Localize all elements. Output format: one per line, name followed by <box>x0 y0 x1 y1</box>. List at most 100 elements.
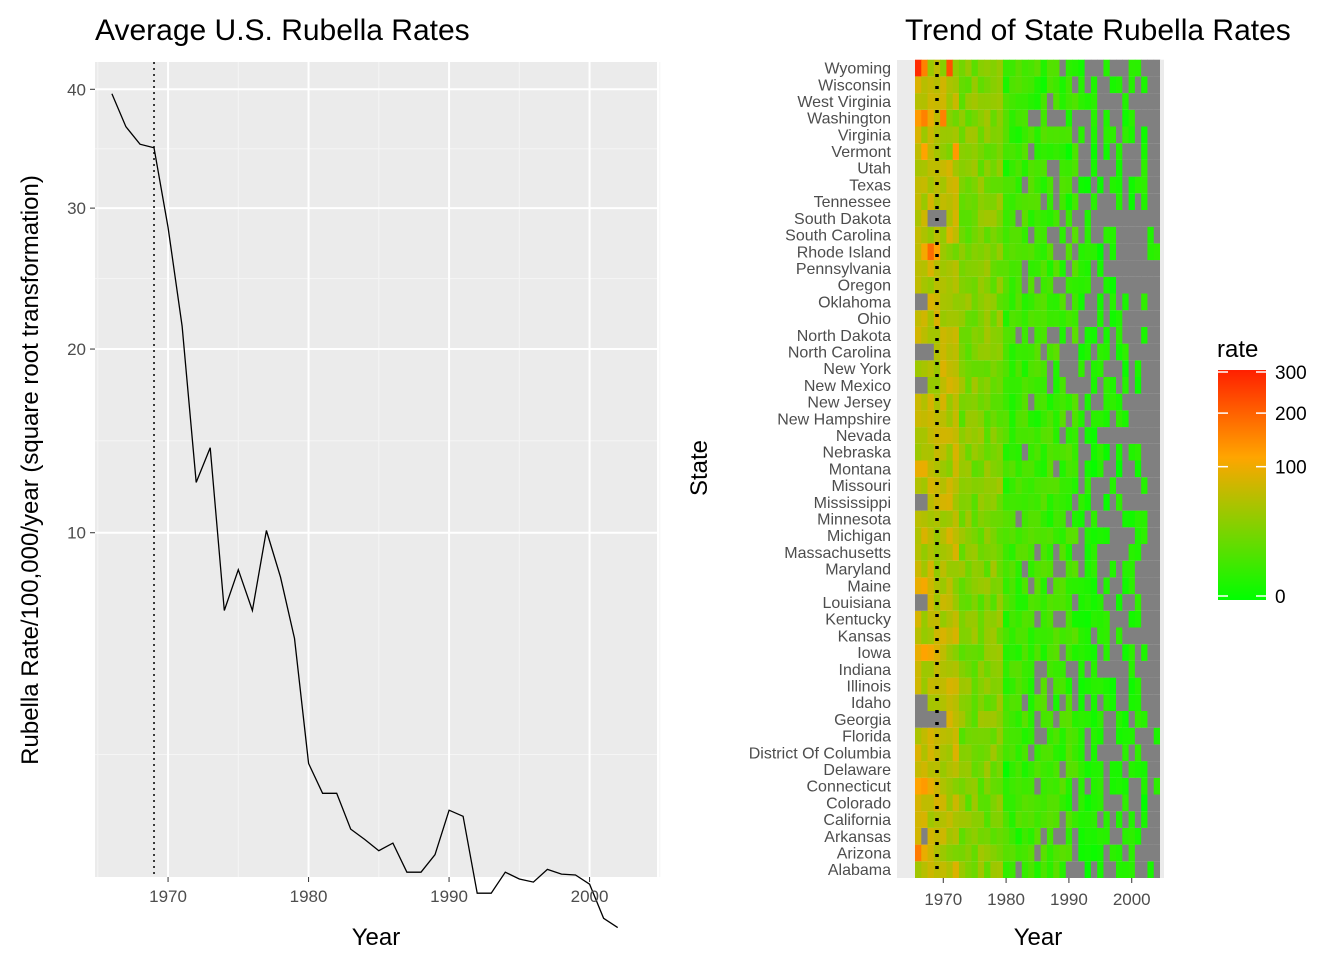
heatmap-cell <box>1084 176 1092 194</box>
heatmap-cell <box>952 493 960 511</box>
heatmap-cell <box>977 761 985 778</box>
heatmap-cell <box>1009 560 1016 578</box>
heatmap-cell <box>1103 193 1111 210</box>
heatmap-cell <box>990 544 998 561</box>
heatmap-cell <box>1046 360 1054 377</box>
heatmap-cell <box>971 727 979 745</box>
heatmap-cell <box>1078 777 1086 795</box>
heatmap-cell <box>1072 744 1079 762</box>
heatmap-cell <box>1097 777 1104 795</box>
legend-tick-label: 100 <box>1275 458 1307 479</box>
heatmap-cell <box>927 627 935 645</box>
heatmap-cell <box>1078 744 1086 762</box>
heatmap-cell <box>952 226 960 244</box>
heatmap-cell <box>1059 627 1067 645</box>
heatmap-cell <box>1128 744 1136 762</box>
heatmap-cell <box>1034 744 1042 762</box>
heatmap-cell <box>1015 393 1023 411</box>
x-tick-label: 2000 <box>1113 890 1151 909</box>
heatmap-cell <box>1002 460 1010 478</box>
heatmap-cell <box>996 126 1004 144</box>
heatmap-cell <box>1072 544 1079 561</box>
state-label: Maine <box>847 578 891 595</box>
heatmap-cell <box>1141 310 1148 327</box>
heatmap-cell <box>1084 493 1092 511</box>
heatmap-cell <box>1015 210 1023 227</box>
heatmap-cell <box>1009 711 1016 728</box>
heatmap-cell <box>1040 744 1048 762</box>
heatmap-cell <box>984 93 991 110</box>
heatmap-cell <box>1034 861 1042 878</box>
heatmap-cell <box>984 477 991 494</box>
heatmap-cell <box>1028 777 1035 795</box>
heatmap-cell <box>977 377 985 394</box>
heatmap-cell <box>1065 326 1073 344</box>
heatmap-cell <box>1122 744 1129 762</box>
heatmap-cell <box>940 393 947 411</box>
heatmap-cell <box>952 276 960 294</box>
heatmap-cell <box>1097 711 1104 728</box>
heatmap-cell <box>927 660 935 678</box>
heatmap-cell <box>1122 510 1129 528</box>
heatmap-cell <box>977 260 985 277</box>
heatmap-cell <box>946 460 954 478</box>
heatmap-cell <box>1147 727 1155 745</box>
heatmap-cell <box>1116 377 1123 394</box>
heatmap-cell <box>990 510 998 528</box>
heatmap-cell <box>1141 126 1148 144</box>
heatmap-cell <box>1097 410 1104 428</box>
heatmap-cell <box>1015 544 1023 561</box>
heatmap-cell <box>1059 293 1067 311</box>
heatmap-cell <box>1021 443 1029 461</box>
heatmap-cell <box>1034 59 1042 77</box>
heatmap-cell <box>1028 544 1035 561</box>
heatmap-cell <box>921 827 928 845</box>
heatmap-cell <box>1015 660 1023 678</box>
heatmap-cell <box>946 260 954 277</box>
y-tick-label: 20 <box>67 340 86 359</box>
heatmap-cell <box>927 727 935 745</box>
heatmap-cell <box>990 777 998 795</box>
heatmap-cell <box>1109 861 1117 878</box>
heatmap-cell <box>1084 777 1092 795</box>
heatmap-cell <box>1153 677 1161 695</box>
heatmap-cell <box>1009 126 1016 144</box>
heatmap-cell <box>958 260 966 277</box>
heatmap-cell <box>990 827 998 845</box>
heatmap-cell <box>1147 393 1155 411</box>
heatmap-cell <box>921 677 928 695</box>
heatmap-cell <box>952 627 960 645</box>
heatmap-cell <box>1109 176 1117 194</box>
heatmap-cell <box>1128 844 1136 862</box>
heatmap-cell <box>921 360 928 377</box>
heatmap-cell <box>1103 727 1111 745</box>
heatmap-cell <box>946 243 954 261</box>
heatmap-cell <box>996 243 1004 261</box>
heatmap-cell <box>952 93 960 110</box>
heatmap-cell <box>965 861 972 878</box>
heatmap-cell <box>1109 544 1117 561</box>
heatmap-cell <box>1040 610 1048 628</box>
heatmap-cell <box>1009 844 1016 862</box>
heatmap-cell <box>1028 260 1035 277</box>
heatmap-cell <box>1028 711 1035 728</box>
heatmap-cell <box>1147 59 1155 77</box>
heatmap-cell <box>1040 326 1048 344</box>
heatmap-cell <box>965 393 972 411</box>
heatmap-cell <box>1021 744 1029 762</box>
heatmap-cell <box>1002 761 1010 778</box>
heatmap-cell <box>1103 427 1111 444</box>
heatmap-cell <box>1002 443 1010 461</box>
heatmap-cell <box>1147 677 1155 695</box>
heatmap-cell <box>1002 427 1010 444</box>
heatmap-cell <box>1134 293 1142 311</box>
heatmap-cell <box>1116 610 1123 628</box>
heatmap-cell <box>965 326 972 344</box>
heatmap-cell <box>1103 677 1111 695</box>
heatmap-cell <box>1021 861 1029 878</box>
heatmap-cell <box>996 794 1004 812</box>
heatmap-cell <box>1059 477 1067 494</box>
heatmap-cell <box>1053 109 1060 127</box>
heatmap-cell <box>1122 293 1129 311</box>
heatmap-cell <box>1128 143 1136 160</box>
